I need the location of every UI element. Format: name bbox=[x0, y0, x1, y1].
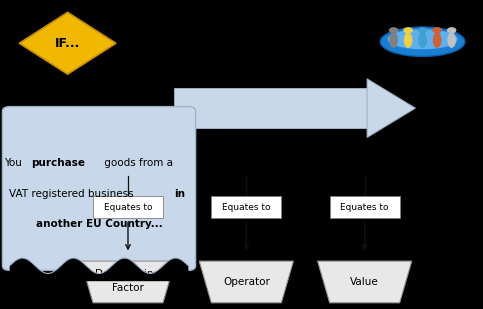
Ellipse shape bbox=[447, 32, 456, 48]
Text: in: in bbox=[174, 189, 185, 199]
Text: Equates to: Equates to bbox=[222, 202, 270, 212]
Text: Equates to: Equates to bbox=[104, 202, 152, 212]
Circle shape bbox=[418, 27, 427, 33]
Circle shape bbox=[403, 27, 413, 33]
Text: purchase: purchase bbox=[31, 158, 85, 168]
Ellipse shape bbox=[389, 32, 398, 48]
Text: goods from a: goods from a bbox=[101, 158, 173, 168]
FancyBboxPatch shape bbox=[2, 107, 196, 270]
Polygon shape bbox=[367, 79, 415, 138]
Polygon shape bbox=[81, 261, 175, 303]
Circle shape bbox=[447, 27, 456, 33]
Text: IF...: IF... bbox=[55, 37, 80, 50]
Circle shape bbox=[432, 27, 442, 33]
Ellipse shape bbox=[404, 32, 412, 48]
FancyBboxPatch shape bbox=[329, 196, 400, 218]
Polygon shape bbox=[10, 258, 188, 281]
Ellipse shape bbox=[418, 32, 427, 48]
FancyBboxPatch shape bbox=[212, 196, 282, 218]
FancyBboxPatch shape bbox=[93, 196, 163, 218]
Text: Equates to: Equates to bbox=[341, 202, 389, 212]
Text: Determining: Determining bbox=[96, 269, 160, 279]
Text: VAT registered business: VAT registered business bbox=[9, 189, 137, 199]
Polygon shape bbox=[174, 88, 367, 128]
Text: Operator: Operator bbox=[223, 277, 270, 287]
Polygon shape bbox=[199, 261, 294, 303]
Circle shape bbox=[389, 27, 398, 33]
Text: You: You bbox=[4, 158, 25, 168]
Text: Factor: Factor bbox=[112, 283, 144, 293]
Polygon shape bbox=[19, 12, 116, 74]
Polygon shape bbox=[318, 261, 412, 303]
Ellipse shape bbox=[381, 27, 465, 56]
Text: Value: Value bbox=[350, 277, 379, 287]
Ellipse shape bbox=[388, 29, 458, 49]
Ellipse shape bbox=[433, 32, 441, 48]
Text: another EU Country...: another EU Country... bbox=[36, 219, 162, 229]
